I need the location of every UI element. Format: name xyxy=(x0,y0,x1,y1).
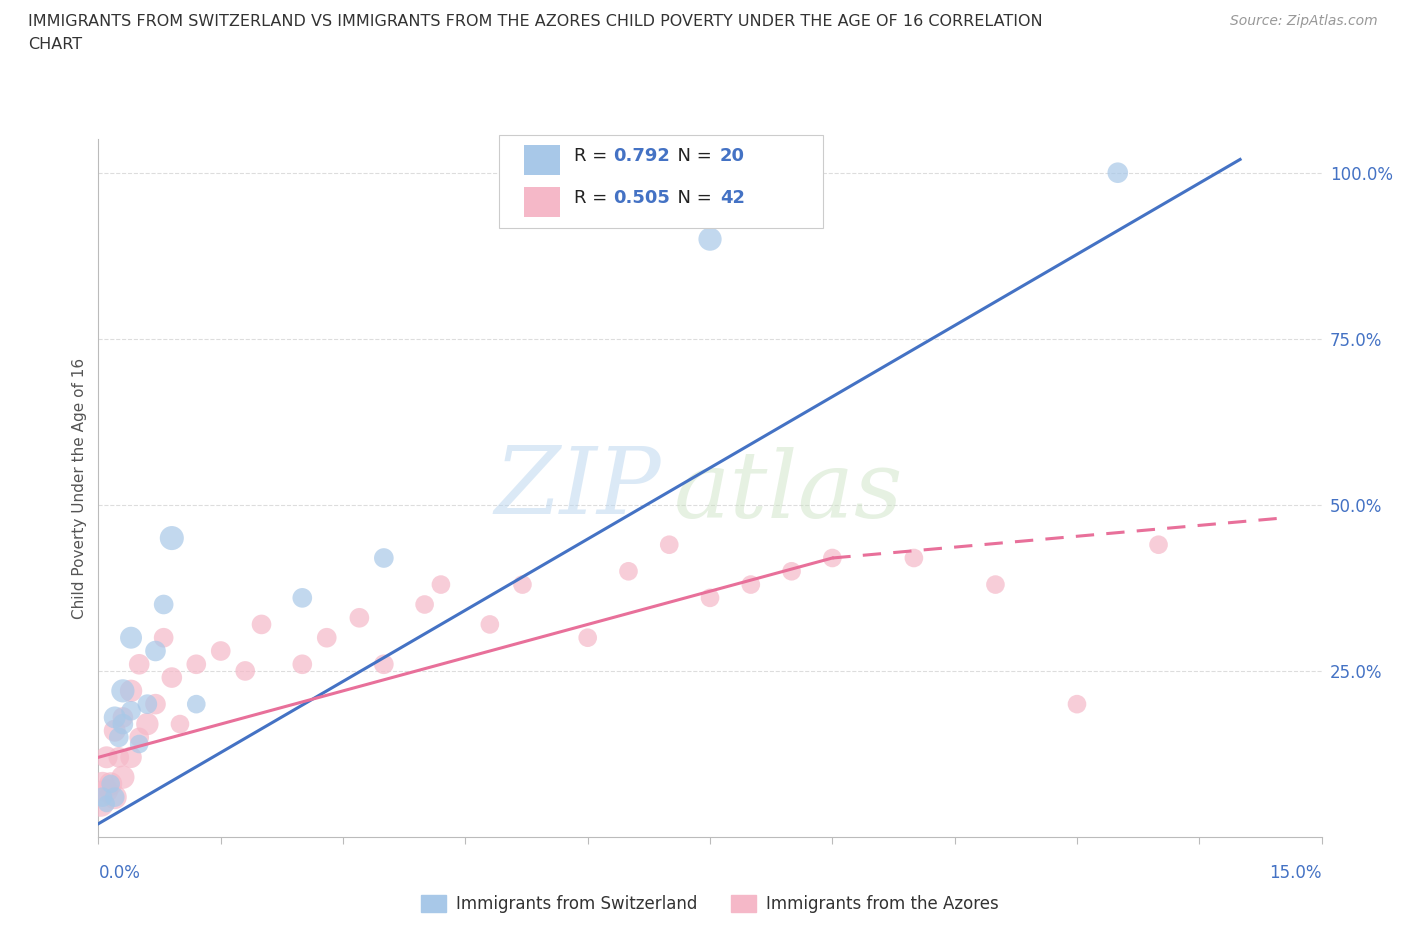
Point xyxy=(100,777,122,791)
Text: N =: N = xyxy=(666,190,718,207)
Point xyxy=(740,578,762,592)
Point xyxy=(478,617,501,631)
Y-axis label: Child Poverty Under the Age of 16: Child Poverty Under the Age of 16 xyxy=(72,358,87,618)
Point xyxy=(91,790,114,804)
Point xyxy=(120,631,142,645)
Point xyxy=(780,564,803,578)
Point xyxy=(1147,538,1170,552)
Text: R =: R = xyxy=(574,148,613,166)
Text: IMMIGRANTS FROM SWITZERLAND VS IMMIGRANTS FROM THE AZORES CHILD POVERTY UNDER TH: IMMIGRANTS FROM SWITZERLAND VS IMMIGRANT… xyxy=(28,14,1043,29)
Point xyxy=(128,657,150,671)
Legend: Immigrants from Switzerland, Immigrants from the Azores: Immigrants from Switzerland, Immigrants … xyxy=(415,888,1005,920)
Point xyxy=(291,591,314,605)
Point xyxy=(160,531,183,546)
Point xyxy=(291,657,314,671)
Point xyxy=(699,591,721,605)
Point xyxy=(315,631,337,645)
Point xyxy=(576,631,599,645)
Point xyxy=(233,663,256,678)
Point xyxy=(104,790,127,804)
Point xyxy=(512,578,534,592)
Point xyxy=(104,724,127,738)
Point xyxy=(152,597,174,612)
Point xyxy=(186,657,208,671)
Point xyxy=(128,730,150,745)
Point xyxy=(108,750,131,764)
Point xyxy=(120,750,142,764)
Point xyxy=(104,790,127,804)
Point xyxy=(96,796,118,811)
Point xyxy=(120,703,142,718)
Point xyxy=(699,232,721,246)
Point xyxy=(111,684,134,698)
Point xyxy=(108,730,131,745)
Point xyxy=(250,617,273,631)
Text: ZIP: ZIP xyxy=(495,444,661,533)
Point xyxy=(128,737,150,751)
Point xyxy=(100,777,122,791)
Point xyxy=(136,697,159,711)
Point xyxy=(104,710,127,724)
Point xyxy=(111,710,134,724)
Point xyxy=(91,777,114,791)
Point xyxy=(90,796,112,811)
Point xyxy=(1107,166,1129,180)
Point xyxy=(903,551,925,565)
Point xyxy=(373,551,395,565)
Point xyxy=(821,551,844,565)
Text: atlas: atlas xyxy=(673,446,903,537)
Point xyxy=(120,684,142,698)
Text: N =: N = xyxy=(666,148,718,166)
Point xyxy=(152,631,174,645)
Text: 0.505: 0.505 xyxy=(613,190,669,207)
Point xyxy=(169,717,191,732)
Text: 0.792: 0.792 xyxy=(613,148,669,166)
Point xyxy=(111,770,134,785)
Text: 42: 42 xyxy=(720,190,745,207)
Point xyxy=(145,644,167,658)
Point xyxy=(96,750,118,764)
Text: R =: R = xyxy=(574,190,613,207)
Point xyxy=(430,578,453,592)
Text: CHART: CHART xyxy=(28,37,82,52)
Text: Source: ZipAtlas.com: Source: ZipAtlas.com xyxy=(1230,14,1378,28)
Text: 0.0%: 0.0% xyxy=(98,864,141,882)
Point xyxy=(96,783,118,798)
Point xyxy=(111,717,134,732)
Point xyxy=(373,657,395,671)
Text: 15.0%: 15.0% xyxy=(1270,864,1322,882)
Point xyxy=(617,564,640,578)
Point xyxy=(145,697,167,711)
Point xyxy=(658,538,681,552)
Point xyxy=(160,671,183,685)
Point xyxy=(349,610,371,625)
Point xyxy=(136,717,159,732)
Text: 20: 20 xyxy=(720,148,745,166)
Point xyxy=(186,697,208,711)
Point xyxy=(984,578,1007,592)
Point xyxy=(413,597,436,612)
Point xyxy=(209,644,232,658)
Point xyxy=(1066,697,1088,711)
